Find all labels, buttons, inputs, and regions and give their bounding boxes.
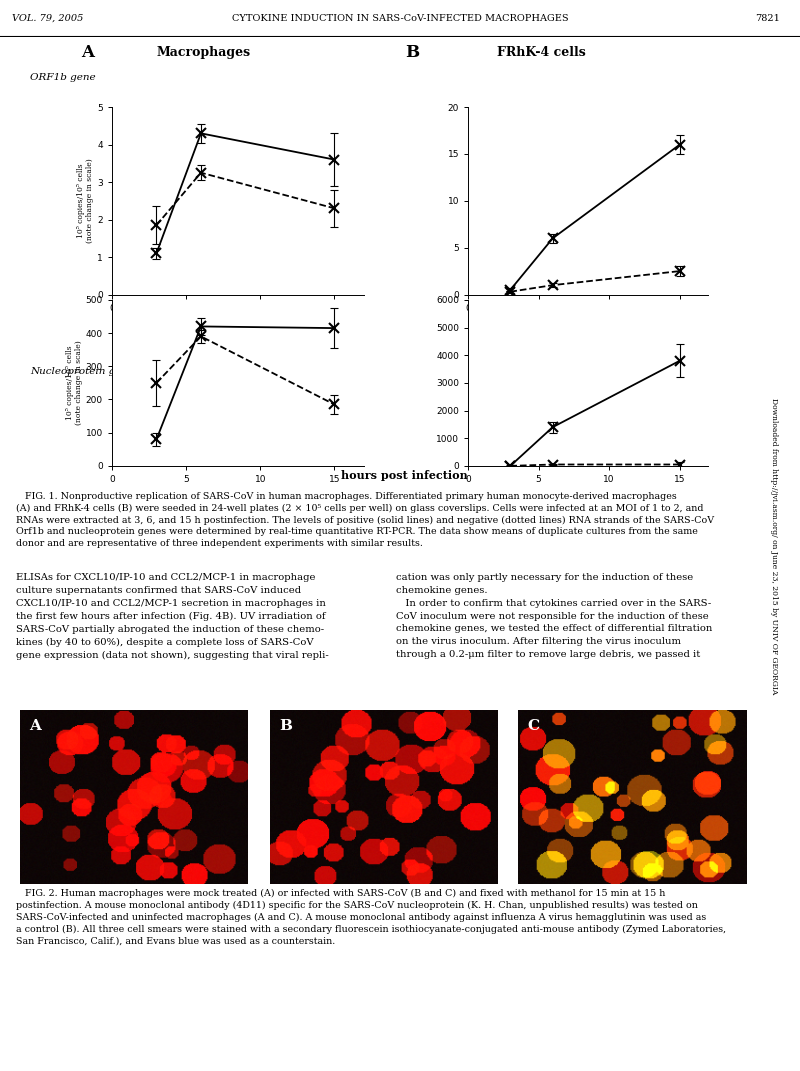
Text: hours post infection: hours post infection	[341, 470, 467, 481]
Text: ORF1b gene: ORF1b gene	[30, 73, 96, 81]
Text: FIG. 2. Human macrophages were mock treated (A) or infected with SARS-CoV (B and: FIG. 2. Human macrophages were mock trea…	[16, 889, 726, 946]
Text: FRhK-4 cells: FRhK-4 cells	[498, 46, 586, 59]
Text: CYTOKINE INDUCTION IN SARS-CoV-INFECTED MACROPHAGES: CYTOKINE INDUCTION IN SARS-CoV-INFECTED …	[232, 14, 568, 22]
Text: A: A	[29, 719, 41, 733]
Text: C: C	[527, 719, 540, 733]
Text: FIG. 1. Nonproductive replication of SARS-CoV in human macrophages. Differentiat: FIG. 1. Nonproductive replication of SAR…	[16, 492, 714, 548]
Text: ELISAs for CXCL10/IP-10 and CCL2/MCP-1 in macrophage
culture supernatants confir: ELISAs for CXCL10/IP-10 and CCL2/MCP-1 i…	[16, 573, 329, 660]
Text: cation was only partly necessary for the induction of these
chemokine genes.
   : cation was only partly necessary for the…	[396, 573, 712, 659]
Text: B: B	[279, 719, 293, 733]
Text: Macrophages: Macrophages	[156, 46, 250, 59]
Y-axis label: 10⁵ copies/10⁵ cells
(note change in scale): 10⁵ copies/10⁵ cells (note change in sca…	[66, 341, 83, 425]
Text: Nucleoprotein gene: Nucleoprotein gene	[30, 366, 134, 376]
Text: A: A	[81, 44, 94, 61]
Text: Downloaded from http://jvi.asm.org/ on June 23, 2015 by UNIV OF GEORGIA: Downloaded from http://jvi.asm.org/ on J…	[770, 398, 778, 694]
Text: VOL. 79, 2005: VOL. 79, 2005	[12, 14, 83, 22]
Text: B: B	[405, 44, 419, 61]
Y-axis label: 10⁵ copies/10⁵ cells
(note change in scale): 10⁵ copies/10⁵ cells (note change in sca…	[78, 159, 94, 243]
Text: 7821: 7821	[755, 14, 780, 22]
